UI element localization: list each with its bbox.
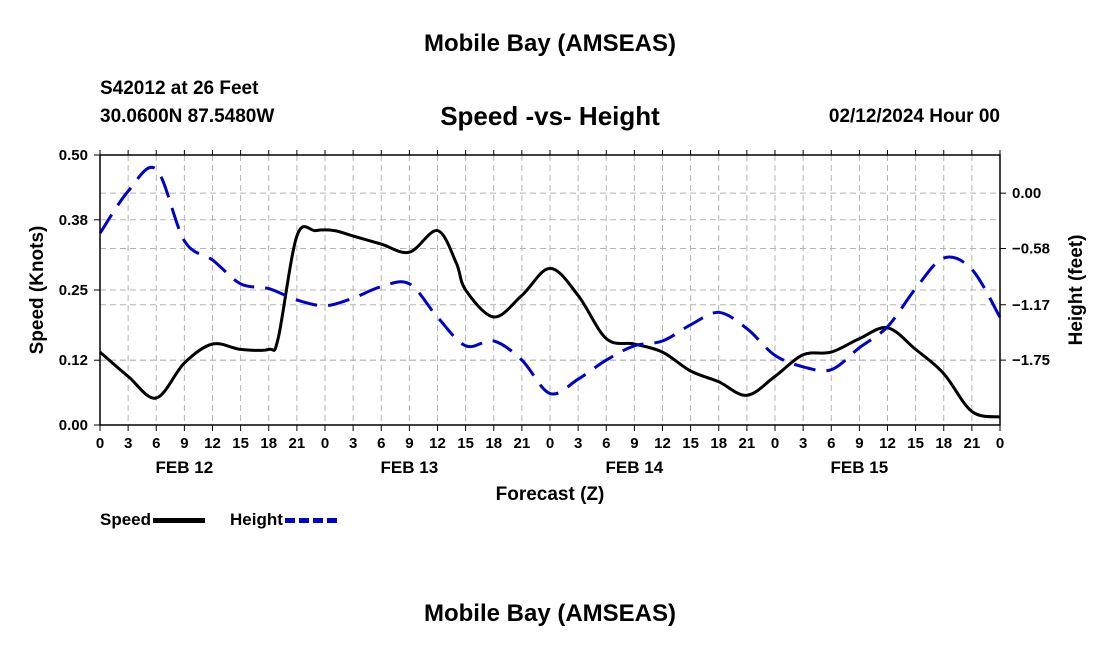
x-tick-label: 18 [260,435,277,452]
y2-axis-label: Height (feet) [1066,235,1087,346]
legend-speed-swatch [153,517,206,523]
series-lines [98,165,1002,419]
x-tick-label: 12 [654,435,671,452]
height-series-line [98,165,1002,396]
x-axis-label: Forecast (Z) [496,484,605,505]
y-tick-label: 0.50 [59,147,88,164]
chart-subtitle: Speed -vs- Height [440,101,660,131]
x-tick-label: 0 [996,435,1004,452]
x-tick-label: 12 [204,435,221,452]
coordinates-label: 30.0600N 87.5480W [100,106,275,127]
speed-height-chart: 0 3 6 9 12 15 18 21 0 3 6 9 12 15 18 21 0 3 6 9 12 15 18 21 0 3 6 9… [27,147,1087,505]
footer-title: Mobile Bay (AMSEAS) [423,600,677,627]
x-tick-label: 9 [630,435,638,452]
x-tick-label: 21 [514,435,531,452]
day-label: FEB 12 [156,458,214,477]
x-tick-label: 6 [152,435,160,452]
y-tick-label: 0.12 [59,352,88,369]
x-tick-label: 0 [321,435,329,452]
legend-speed: Speed [100,510,206,530]
x-tick-label: 21 [739,435,756,452]
x-tick-label: 12 [429,435,446,452]
x-tick-label: 18 [710,435,727,452]
forecast-datetime: 02/12/2024 Hour 00 [828,106,1000,127]
x-tick-label: 3 [799,435,807,452]
y2-tick-label: −1.75 [1012,352,1050,369]
x-tick-label: 18 [935,435,952,452]
x-tick-label: 3 [124,435,132,452]
x-tick-label: 15 [907,435,924,452]
x-tick-label: 6 [602,435,610,452]
day-label: FEB 14 [606,458,664,477]
x-tick-label: 9 [180,435,188,452]
legend-height-label: Height [230,510,283,529]
chart-title: Mobile Bay (AMSEAS) [423,30,677,57]
y-tick-label: 0.38 [59,212,88,229]
x-tick-label: 12 [879,435,896,452]
x-tick-label: 6 [827,435,835,452]
x-tick-label: 21 [964,435,981,452]
y-axis-label: Speed (Knots) [27,226,48,355]
x-tick-label: 0 [96,435,104,452]
station-label: S42012 at 26 Feet [100,78,259,99]
legend-height: Height [230,510,337,530]
legend-speed-label: Speed [100,510,152,529]
y-tick-label: 0.25 [59,282,88,299]
x-tick-label: 21 [289,435,306,452]
x-tick-label: 0 [771,435,779,452]
x-tick-label: 15 [232,435,249,452]
x-tick-label: 0 [546,435,554,452]
x-tick-label: 9 [855,435,863,452]
axes: 0 3 6 9 12 15 18 21 0 3 6 9 12 15 18 21 0 3 6 9 12 15 18 21 0 3 6 9… [59,147,1050,477]
x-tick-label: 6 [377,435,385,452]
day-label: FEB 13 [381,458,439,477]
speed-series-line [99,225,1001,419]
day-label: FEB 15 [831,458,889,477]
x-tick-label: 3 [349,435,357,452]
legend-height-swatch [284,517,337,523]
y2-tick-label: −0.58 [1012,240,1050,257]
x-tick-label: 18 [485,435,502,452]
x-tick-label: 3 [574,435,582,452]
grid-lines [100,155,1000,425]
y2-tick-label: 0.00 [1012,185,1041,202]
x-tick-label: 15 [457,435,474,452]
y2-tick-label: −1.17 [1012,297,1050,314]
x-tick-label: 15 [682,435,699,452]
x-tick-label: 9 [405,435,413,452]
y-tick-label: 0.00 [59,417,88,434]
